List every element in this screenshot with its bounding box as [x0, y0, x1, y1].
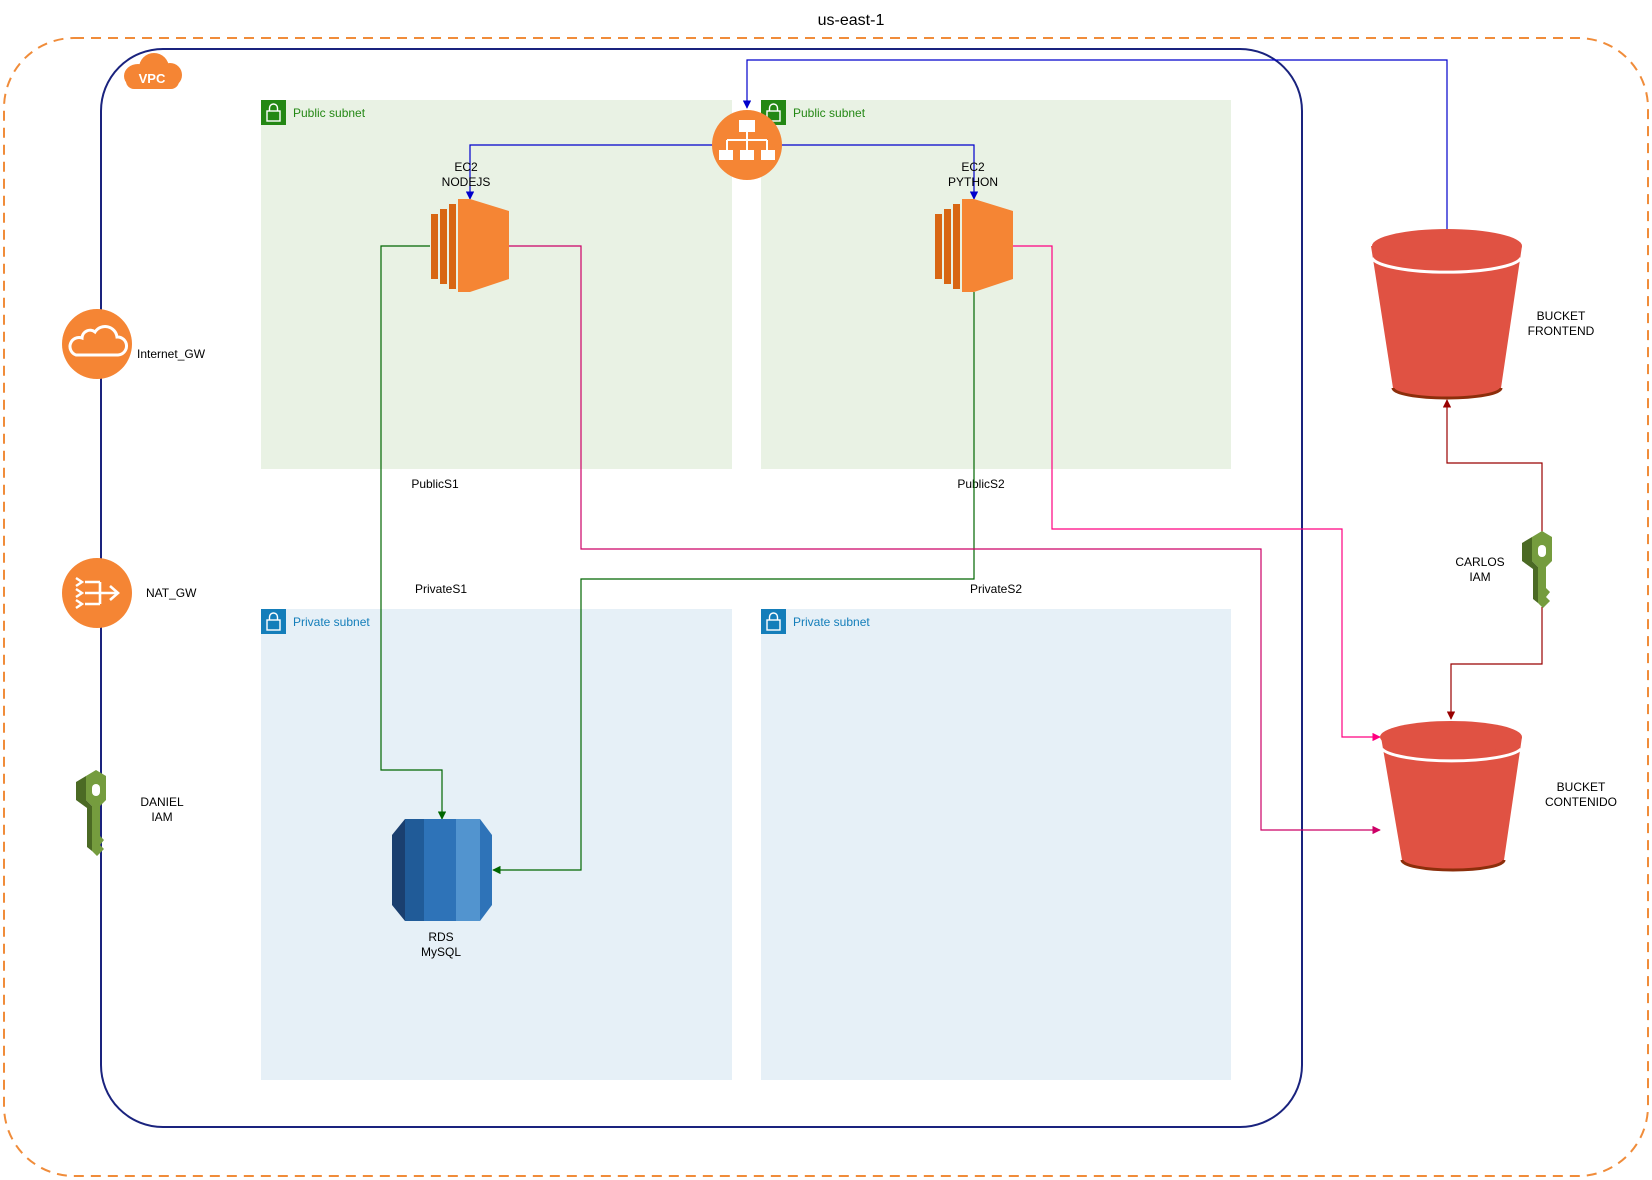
- internet-gateway-label: Internet_GW: [137, 347, 206, 361]
- ec2-nodejs-node[interactable]: EC2 NODEJS: [431, 160, 509, 292]
- bucket-contenido-node[interactable]: BUCKET CONTENIDO: [1380, 721, 1617, 872]
- edge-lb-to-nodejs: [465, 144, 713, 200]
- load-balancer-node[interactable]: [712, 110, 782, 180]
- bucket-frontend-line2: FRONTEND: [1528, 324, 1595, 338]
- subnet-name-publics2: PublicS2: [957, 477, 1005, 491]
- ec2-instance-icon: [935, 199, 1013, 292]
- carlos-iam-line2: IAM: [1469, 570, 1490, 584]
- edge-nodejs-to-rds: [380, 245, 447, 820]
- daniel-iam-line1: DANIEL: [140, 795, 184, 809]
- public-subnet-2-label: Public subnet: [793, 106, 866, 120]
- rds-database-icon: [392, 819, 492, 921]
- rds-node[interactable]: RDS MySQL: [392, 819, 492, 959]
- nat-gateway-label: NAT_GW: [146, 586, 197, 600]
- vpc-cloud-icon: VPC: [124, 53, 182, 89]
- carlos-iam-node[interactable]: CARLOS IAM: [1455, 531, 1552, 608]
- subnet-name-privates2: PrivateS2: [970, 582, 1022, 596]
- ec2-python-node[interactable]: EC2 PYTHON: [935, 160, 1013, 292]
- edge-python-to-contenido: [1013, 245, 1381, 742]
- ec2-nodejs-line1: EC2: [454, 160, 478, 174]
- nat-gateway-node[interactable]: NAT_GW: [62, 558, 197, 628]
- region-label: us-east-1: [818, 12, 885, 29]
- subnet-name-privates1: PrivateS1: [415, 582, 467, 596]
- rds-line2: MySQL: [421, 945, 461, 959]
- bucket-frontend-node[interactable]: BUCKET FRONTEND: [1370, 229, 1595, 400]
- iam-key-icon: [76, 770, 106, 856]
- private-subnet-1: Private subnet: [261, 609, 732, 1080]
- rds-line1: RDS: [428, 930, 453, 944]
- private-subnet-2: Private subnet: [761, 609, 1231, 1080]
- edge-python-to-rds: [492, 292, 975, 875]
- public-subnet-1-label: Public subnet: [293, 106, 366, 120]
- region-boundary: [3, 37, 1649, 1177]
- edge-carlos-to-contenido: [1446, 607, 1543, 720]
- ec2-python-line2: PYTHON: [948, 175, 998, 189]
- edge-lb-to-python: [781, 144, 979, 200]
- daniel-iam-node[interactable]: DANIEL IAM: [76, 770, 184, 856]
- bucket-contenido-line1: BUCKET: [1557, 780, 1606, 794]
- bucket-frontend-line1: BUCKET: [1537, 309, 1586, 323]
- ec2-instance-icon: [431, 199, 509, 292]
- load-balancer-icon: [712, 110, 782, 180]
- carlos-iam-line1: CARLOS: [1455, 555, 1504, 569]
- edge-nodejs-to-contenido: [509, 245, 1381, 835]
- s3-bucket-icon: [1370, 229, 1523, 400]
- ec2-python-line1: EC2: [961, 160, 985, 174]
- s3-bucket-icon: [1380, 721, 1523, 872]
- private-subnet-1-label: Private subnet: [293, 615, 370, 629]
- daniel-iam-line2: IAM: [151, 810, 172, 824]
- internet-gateway-icon: [62, 309, 132, 379]
- iam-key-icon: [1522, 531, 1552, 608]
- internet-gateway-node[interactable]: Internet_GW: [62, 309, 206, 379]
- nat-gateway-icon: [62, 558, 132, 628]
- edge-frontend-to-lb: [742, 59, 1448, 230]
- bucket-contenido-line2: CONTENIDO: [1545, 795, 1617, 809]
- subnet-name-publics1: PublicS1: [411, 477, 459, 491]
- ec2-nodejs-line2: NODEJS: [442, 175, 491, 189]
- vpc-badge-label: VPC: [139, 71, 166, 86]
- edge-carlos-to-frontend: [1442, 399, 1543, 537]
- private-subnet-2-label: Private subnet: [793, 615, 870, 629]
- public-subnet-1: Public subnet: [261, 100, 732, 469]
